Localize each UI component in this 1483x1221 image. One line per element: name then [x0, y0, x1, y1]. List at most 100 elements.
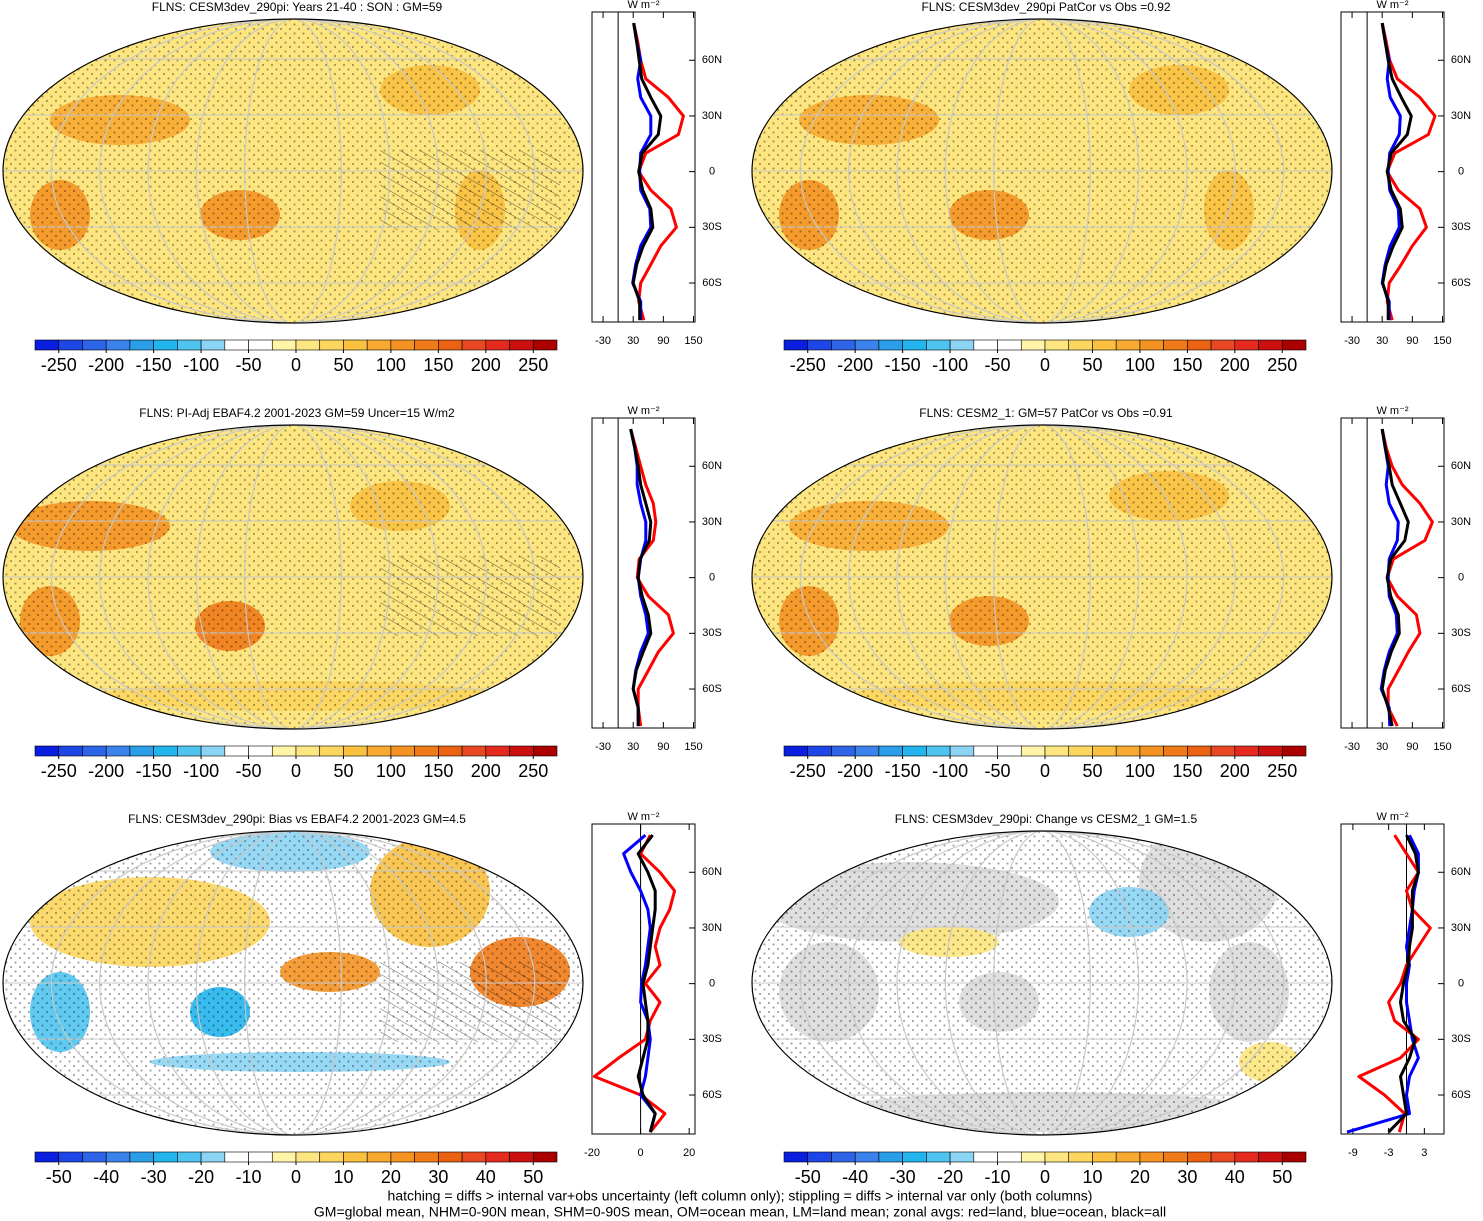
y-tick-label: 60N: [702, 54, 722, 66]
colorbar-label: 100: [1125, 761, 1155, 781]
colorbar-box: [926, 1151, 951, 1163]
map-meridian: [993, 425, 1091, 729]
y-tick-label: 30N: [1451, 110, 1471, 122]
colorbar-label: -200: [88, 355, 124, 375]
colorbar-box: [902, 745, 927, 757]
y-tick-label: 30N: [702, 922, 722, 934]
colorbar-box: [438, 1151, 463, 1163]
x-tick-label: 3: [1421, 1147, 1427, 1159]
colorbar-label: 0: [291, 761, 301, 781]
colorbar-box: [783, 1151, 809, 1163]
colorbar-label: 250: [1267, 355, 1297, 375]
map-meridian: [50, 19, 536, 323]
colorbar-box: [1020, 339, 1046, 351]
colorbar-box: [414, 339, 439, 351]
y-tick-label: 30N: [1451, 922, 1471, 934]
colorbar-label: -150: [885, 355, 921, 375]
colorbar-label: -50: [236, 761, 262, 781]
colorbar-label: 50: [333, 355, 353, 375]
colorbar-box: [34, 745, 60, 757]
colorbar-label: -200: [88, 761, 124, 781]
colorbar-label: -250: [790, 355, 826, 375]
colorbar-label: -10: [236, 1167, 262, 1187]
x-tick-label: 0: [638, 1147, 644, 1159]
colorbar-box: [248, 1151, 273, 1163]
colorbar-box: [390, 745, 415, 757]
colorbar-box: [58, 745, 83, 757]
colorbar-box: [878, 339, 903, 351]
map-meridian: [944, 831, 1140, 1135]
colorbar-box: [807, 745, 832, 757]
colorbar-box: [129, 339, 154, 351]
map-meridian: [244, 425, 342, 729]
y-tick-label: 30N: [702, 516, 722, 528]
colorbar-label: 50: [1272, 1167, 1292, 1187]
panel-title: FLNS: CESM3dev_290pi PatCor vs Obs =0.92: [921, 0, 1170, 14]
colorbar-box: [831, 745, 856, 757]
colorbar-box: [1281, 745, 1307, 757]
colorbar-box: [200, 1151, 226, 1163]
colorbar-box: [390, 1151, 415, 1163]
colorbar-box: [1258, 1151, 1283, 1163]
colorbar-box: [343, 1151, 368, 1163]
colorbar-box: [926, 339, 951, 351]
panel-title: FLNS: CESM3dev_290pi: Change vs CESM2_1 …: [895, 812, 1198, 826]
colorbar-box: [1044, 339, 1070, 351]
colorbar-label: 0: [1040, 761, 1050, 781]
colorbar-box: [807, 1151, 832, 1163]
colorbar-box: [1092, 339, 1117, 351]
colorbar-box: [997, 745, 1022, 757]
colorbar-label: 250: [518, 761, 548, 781]
panel-title: FLNS: CESM3dev_290pi: Bias vs EBAF4.2 20…: [128, 812, 466, 826]
colorbar-label: -100: [183, 355, 219, 375]
colorbar-label: 0: [1040, 1167, 1050, 1187]
colorbar-box: [177, 745, 202, 757]
zonal-frame: [1340, 11, 1445, 323]
map-meridian: [244, 831, 342, 1135]
colorbar-box: [200, 745, 226, 757]
colorbar-box: [949, 1151, 975, 1163]
colorbar-label: 100: [376, 761, 406, 781]
y-tick-label: 60S: [702, 277, 722, 289]
colorbar-box: [902, 1151, 927, 1163]
colorbar-label: 0: [1040, 355, 1050, 375]
x-tick-label: 150: [684, 741, 702, 753]
colorbar-box: [82, 1151, 107, 1163]
colorbar-box: [58, 339, 83, 351]
colorbar-box: [271, 745, 297, 757]
x-tick-label: 90: [657, 335, 669, 347]
colorbar-box: [1044, 1151, 1070, 1163]
zonal-line: [1380, 22, 1413, 321]
panel-title: FLNS: CESM2_1: GM=57 PatCor vs Obs =0.91: [919, 406, 1173, 420]
map-outline: [751, 18, 1333, 324]
zonal-units: W m⁻²: [1376, 405, 1408, 417]
zonal-line: [1357, 834, 1432, 1133]
colorbar-box: [414, 1151, 439, 1163]
x-tick-label: -30: [595, 335, 611, 347]
colorbar-label: 10: [1082, 1167, 1102, 1187]
zonal-units: W m⁻²: [627, 405, 659, 417]
y-tick-label: 30S: [1451, 1033, 1471, 1045]
colorbar-box: [129, 1151, 154, 1163]
x-tick-label: -9: [1348, 1147, 1358, 1159]
colorbar-label: -250: [41, 761, 77, 781]
x-tick-label: 150: [1433, 741, 1451, 753]
y-tick-label: 30S: [1451, 627, 1471, 639]
y-tick-label: 0: [709, 572, 715, 584]
y-tick-label: 0: [1458, 166, 1464, 178]
colorbar-box: [997, 1151, 1022, 1163]
colorbar-box: [1281, 339, 1307, 351]
colorbar-label: 30: [428, 1167, 448, 1187]
map-meridian: [896, 831, 1188, 1135]
colorbar-label: 150: [423, 761, 453, 781]
map: [3, 19, 583, 323]
colorbar-box: [854, 1151, 880, 1163]
colorbar-box: [34, 1151, 60, 1163]
map-outline: [751, 424, 1333, 730]
x-tick-label: -20: [584, 1147, 600, 1159]
y-tick-label: 60S: [1451, 1089, 1471, 1101]
panel: FLNS: PI-Adj EBAF4.2 2001-2023 GM=59 Unc…: [2, 405, 722, 781]
colorbar-label: -250: [41, 355, 77, 375]
colorbar-label: -50: [236, 355, 262, 375]
